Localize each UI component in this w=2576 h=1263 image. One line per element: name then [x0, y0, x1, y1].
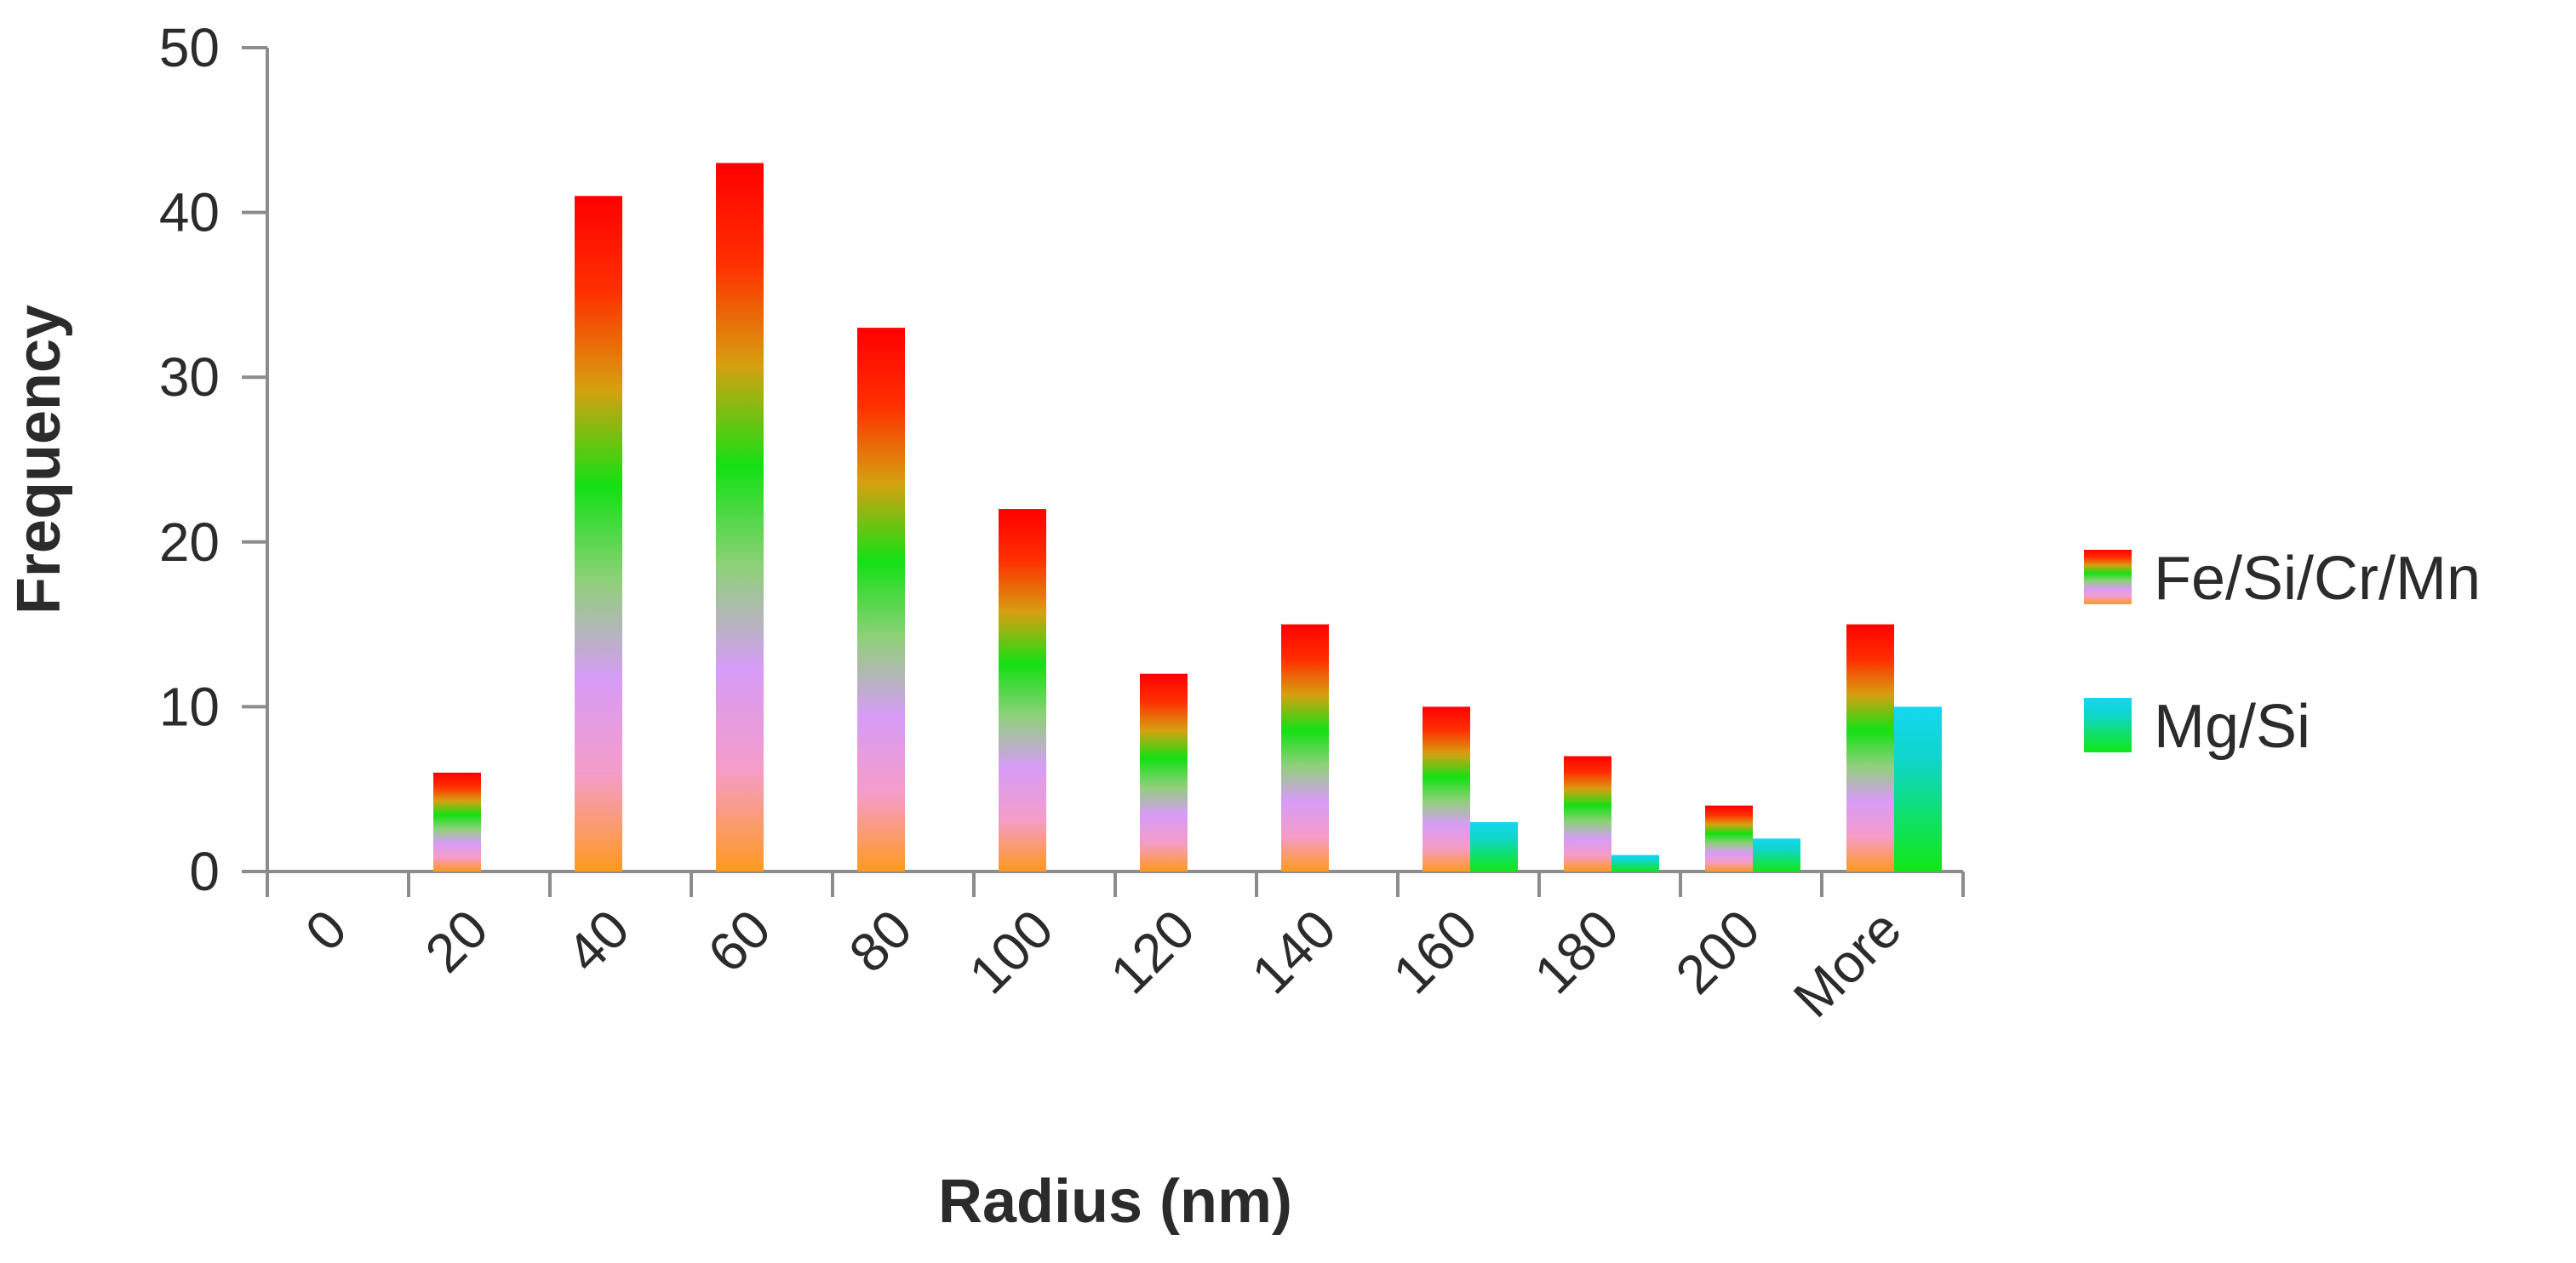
legend-swatch-mg-si [2084, 698, 2132, 752]
x-tick-label: 200 [1663, 898, 1771, 1005]
bar-fe-si-cr-mn [1846, 624, 1894, 872]
y-tick-label: 50 [159, 17, 220, 78]
y-tick-label: 40 [159, 182, 220, 243]
x-tick-label: 40 [555, 898, 641, 984]
bar-mg-si [1470, 821, 1518, 872]
x-tick-label: 120 [1098, 898, 1205, 1005]
bars [433, 163, 1942, 872]
legend: Fe/Si/Cr/Mn Mg/Si [2084, 545, 2481, 761]
axes [242, 46, 1965, 897]
y-tick-label: 20 [159, 511, 220, 573]
bar-fe-si-cr-mn [1281, 624, 1329, 872]
bar-fe-si-cr-mn [1705, 805, 1753, 872]
y-tick-label: 30 [159, 346, 220, 408]
x-tick-label: 140 [1239, 898, 1347, 1005]
bar-mg-si [1753, 838, 1800, 872]
legend-label-mg-si: Mg/Si [2154, 693, 2310, 761]
bar-fe-si-cr-mn [1423, 706, 1470, 872]
x-tick-label: 180 [1522, 898, 1629, 1005]
y-axis-title: Frequency [5, 305, 73, 614]
legend-item-mg-si: Mg/Si [2084, 693, 2310, 761]
legend-swatch-fe-si-cr-mn [2084, 550, 2132, 604]
x-tick-label: More [1782, 898, 1913, 1029]
x-tick-label: 20 [414, 898, 500, 984]
y-tick-label: 0 [189, 841, 220, 902]
y-tick-label: 10 [159, 676, 220, 737]
x-tick-label: 60 [696, 898, 782, 984]
legend-label-fe-si-cr-mn: Fe/Si/Cr/Mn [2154, 545, 2481, 613]
bar-mg-si [1611, 854, 1659, 872]
bar-fe-si-cr-mn [999, 509, 1046, 872]
x-tick-label: 100 [957, 898, 1064, 1005]
x-tick-label: 80 [838, 898, 924, 984]
bar-fe-si-cr-mn [1140, 673, 1188, 872]
bar-fe-si-cr-mn [1564, 756, 1611, 872]
bar-mg-si [1894, 706, 1942, 872]
bar-fe-si-cr-mn [716, 163, 764, 872]
x-tick-label: 160 [1381, 898, 1488, 1005]
bar-fe-si-cr-mn [433, 772, 481, 872]
bar-fe-si-cr-mn [575, 196, 622, 872]
x-axis-title: Radius (nm) [938, 1168, 1292, 1236]
bar-fe-si-cr-mn [857, 328, 905, 872]
x-tick-label: 0 [294, 898, 358, 963]
legend-item-fe-si-cr-mn: Fe/Si/Cr/Mn [2084, 545, 2481, 613]
